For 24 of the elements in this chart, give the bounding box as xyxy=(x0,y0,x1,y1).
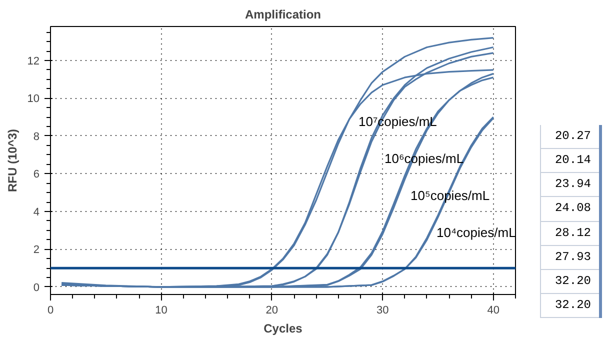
text: 27.93 xyxy=(540,245,600,270)
annotation: 10⁴copies/mL xyxy=(436,225,516,240)
x-tick-label: 40 xyxy=(487,304,500,316)
y-tick-label: 10 xyxy=(27,93,40,106)
y-tick-label: 0 xyxy=(33,282,40,294)
text: 32.20 xyxy=(540,293,600,318)
text: 20.27 xyxy=(540,125,600,149)
text: 28.12 xyxy=(540,221,600,246)
y-tick-label: 8 xyxy=(33,130,40,143)
text: 32.20 xyxy=(540,269,600,294)
x-axis-title: Cycles xyxy=(264,322,303,336)
x-tick-label: 10 xyxy=(155,304,168,316)
text: 20.14 xyxy=(540,148,600,173)
x-tick-label: 30 xyxy=(376,304,389,316)
y-tick-label: 12 xyxy=(27,55,40,68)
x-tick-label: 20 xyxy=(266,304,278,316)
y-tick-label: 2 xyxy=(33,244,40,256)
y-tick-label: 6 xyxy=(33,168,40,181)
chart-title: Amplification xyxy=(245,8,322,22)
text: 24.08 xyxy=(540,196,600,222)
x-tick-label: 0 xyxy=(47,304,54,316)
y-axis-title: RFU (10^3) xyxy=(5,128,20,192)
text: 23.94 xyxy=(540,172,600,197)
y-tick-label: 4 xyxy=(33,206,40,218)
